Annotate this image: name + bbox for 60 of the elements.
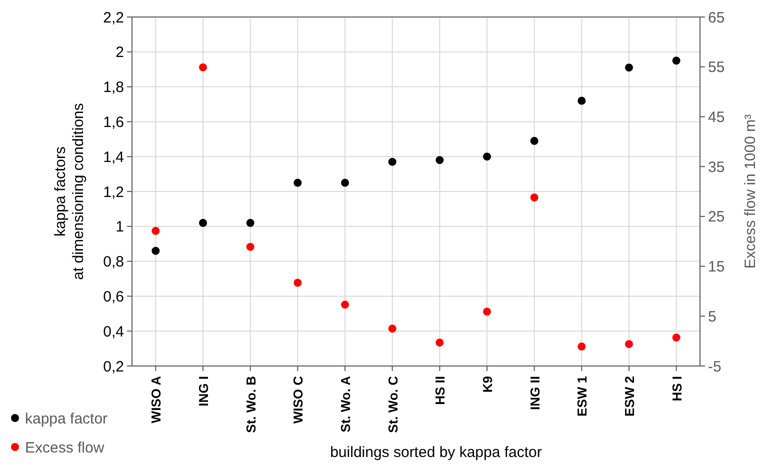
point bbox=[199, 63, 207, 72]
point bbox=[152, 246, 160, 255]
point bbox=[388, 158, 396, 166]
y-tick-label: 2,2 bbox=[103, 9, 124, 26]
legend-label: Excess flow bbox=[25, 439, 104, 456]
y-tick-label: 0,4 bbox=[103, 323, 124, 340]
x-tick-label: HS I bbox=[669, 376, 684, 402]
y2-tick-label: -5 bbox=[708, 358, 722, 376]
point bbox=[578, 96, 586, 105]
x-tick-label: ESW 1 bbox=[574, 376, 590, 416]
y-tick-label: 1,6 bbox=[103, 114, 124, 131]
point bbox=[436, 156, 444, 164]
legend-label: kappa factor bbox=[25, 410, 108, 428]
y-tick-label: 0,6 bbox=[103, 288, 124, 306]
x-tick-label: WISO C bbox=[290, 375, 306, 424]
y2-tick-label: 55 bbox=[708, 59, 725, 76]
point bbox=[341, 178, 349, 187]
point bbox=[294, 278, 302, 287]
point bbox=[341, 300, 349, 309]
point bbox=[199, 218, 207, 227]
x-tick-label: ESW 2 bbox=[622, 376, 637, 416]
point bbox=[388, 324, 396, 333]
point bbox=[436, 338, 444, 347]
y-tick-label: 0,2 bbox=[103, 358, 124, 376]
x-tick-label: WISO A bbox=[148, 375, 164, 424]
y-tick-label: 1,2 bbox=[103, 184, 124, 201]
x-tick-label: HS II bbox=[432, 376, 448, 405]
point bbox=[246, 242, 254, 251]
point bbox=[530, 193, 538, 202]
y-tick-label: 1 bbox=[116, 218, 124, 236]
point bbox=[625, 340, 633, 348]
y2-tick-label: 15 bbox=[708, 258, 725, 276]
point bbox=[483, 308, 491, 316]
point bbox=[246, 218, 254, 227]
x-tick-label: St. Wo. B bbox=[243, 376, 258, 433]
y-tick-label: 0,8 bbox=[103, 254, 124, 271]
point bbox=[483, 152, 491, 161]
x-tick-label: ING I bbox=[196, 376, 211, 406]
point bbox=[625, 64, 633, 72]
point bbox=[152, 226, 160, 235]
point bbox=[294, 178, 302, 187]
x-axis-title: buildings sorted by kappa factor bbox=[330, 444, 542, 461]
y-tick-label: 1,4 bbox=[103, 148, 124, 166]
point bbox=[578, 342, 586, 351]
y2-tick-label: 65 bbox=[708, 9, 725, 26]
y2-tick-label: 45 bbox=[708, 108, 725, 126]
y-tick-label: 1,8 bbox=[103, 79, 124, 96]
y2-tick-label: 35 bbox=[708, 158, 725, 176]
x-tick-label: ING II bbox=[527, 376, 542, 410]
y-axis-title: kappa factors at dimensioning conditions bbox=[52, 103, 87, 280]
x-tick-label: St. Wo. C bbox=[385, 375, 400, 433]
y-tick-label: 2 bbox=[116, 44, 124, 62]
y2-tick-label: 5 bbox=[708, 308, 716, 326]
point bbox=[530, 136, 538, 145]
x-tick-label: St. Wo. A bbox=[338, 375, 353, 432]
y2-axis-title: Excess flow in 1000 m³ bbox=[742, 114, 759, 269]
point bbox=[672, 56, 680, 65]
x-tick-label: K9 bbox=[480, 376, 495, 393]
point bbox=[672, 334, 680, 342]
y2-tick-label: 25 bbox=[708, 208, 725, 226]
